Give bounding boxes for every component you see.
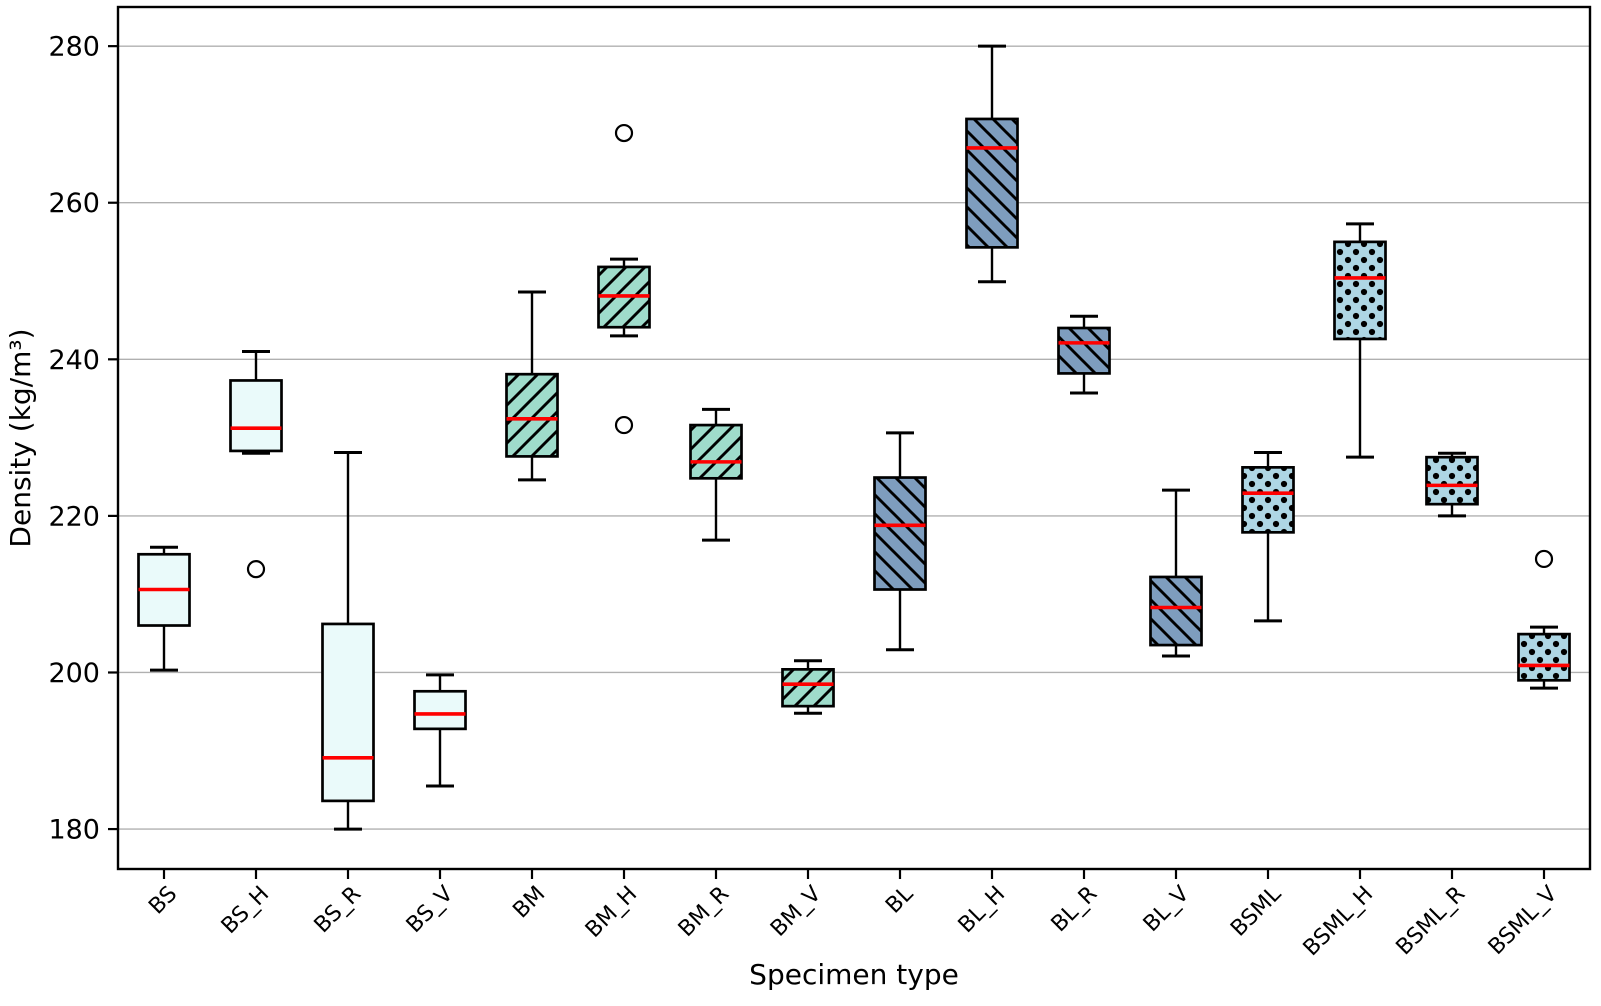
y-tick-label: 180: [48, 815, 100, 846]
boxplot-group-BM_V: [781, 659, 835, 715]
x-tick-label: BL_H: [954, 882, 1011, 939]
x-tick-label: BS: [144, 882, 182, 920]
iqr-box: [1241, 466, 1295, 534]
y-tick-label: 240: [48, 345, 100, 376]
boxplot-group-BM: [505, 290, 559, 482]
boxplot-group-BM_H: [597, 123, 651, 435]
x-tick-label: BS_R: [310, 882, 367, 939]
iqr-box: [1057, 326, 1111, 375]
y-tick-label: 200: [48, 658, 100, 689]
x-tick-label: BSML_V: [1484, 882, 1562, 960]
x-axis-title: Specimen type: [749, 958, 959, 991]
boxplot-series-layer: [137, 44, 1571, 831]
y-tick-label: 280: [48, 32, 100, 63]
iqr-box: [1149, 575, 1203, 647]
iqr-box: [873, 476, 927, 591]
x-tick-label: BSML: [1226, 881, 1287, 942]
boxplot-group-BM_R: [689, 407, 743, 542]
outlier-point: [614, 415, 634, 435]
iqr-box: [413, 689, 467, 731]
tick-layer: 180 200 220 240 260 280 BS BS_H BS_R BS_V BM BM_H BM…: [48, 32, 1562, 961]
y-tick-label: 220: [48, 501, 100, 532]
iqr-box: [1517, 632, 1571, 682]
boxplot-group-BS: [137, 545, 191, 672]
iqr-box: [1425, 455, 1479, 506]
iqr-box: [689, 423, 743, 480]
boxplot-group-BSML: [1241, 450, 1295, 623]
outlier-point: [1534, 549, 1554, 569]
x-tick-label: BM: [508, 882, 550, 924]
plot-frame: [116, 5, 1592, 871]
iqr-box: [229, 379, 283, 453]
iqr-box: [781, 668, 835, 708]
boxplot-group-BSML_V: [1517, 549, 1571, 690]
y-axis-title: Density (kg/m³): [4, 328, 37, 547]
boxplot-group-BSML_H: [1333, 222, 1387, 459]
x-tick-label: BSML_H: [1299, 882, 1379, 962]
boxplot-group-BS_V: [413, 673, 467, 788]
iqr-box: [965, 117, 1019, 249]
iqr-box: [321, 622, 375, 803]
x-tick-label: BM_H: [581, 882, 642, 943]
boxplot-group-BS_R: [321, 450, 375, 831]
x-tick-label: BSML_R: [1392, 882, 1471, 961]
y-tick-label: 260: [48, 188, 100, 219]
x-tick-label: BL: [881, 881, 919, 919]
x-tick-label: BL_R: [1047, 882, 1103, 938]
x-tick-label: BM_R: [674, 882, 734, 942]
boxplot-group-BL: [873, 431, 927, 652]
boxplot-group-BSML_R: [1425, 451, 1479, 518]
x-tick-label: BS_V: [402, 882, 458, 938]
boxplot-group-BL_V: [1149, 488, 1203, 658]
boxplot-group-BL_H: [965, 44, 1019, 284]
x-tick-label: BM_V: [766, 882, 826, 942]
iqr-box: [1333, 240, 1387, 341]
x-tick-label: BL_V: [1139, 882, 1194, 937]
outlier-point: [246, 560, 266, 579]
iqr-box: [505, 372, 559, 458]
outlier-point: [614, 123, 634, 143]
x-tick-label: BS_H: [217, 882, 274, 939]
boxplot-group-BS_H: [229, 349, 283, 579]
boxplot-group-BL_R: [1057, 314, 1111, 395]
axes-frame-layer: [116, 5, 1592, 871]
